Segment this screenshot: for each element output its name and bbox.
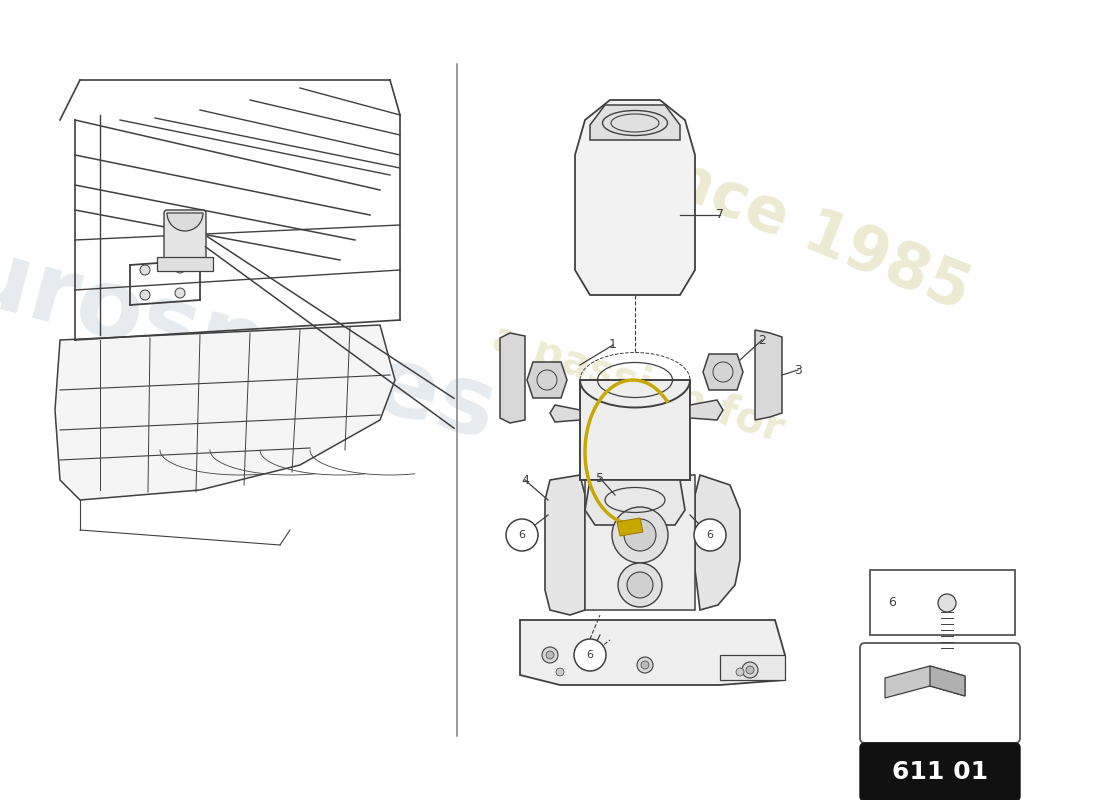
Polygon shape [585, 475, 695, 610]
Circle shape [506, 519, 538, 551]
Circle shape [641, 661, 649, 669]
Circle shape [694, 519, 726, 551]
Circle shape [736, 668, 744, 676]
Circle shape [746, 666, 754, 674]
Polygon shape [690, 400, 723, 420]
Text: 6: 6 [706, 530, 714, 540]
Polygon shape [520, 620, 785, 685]
Circle shape [542, 647, 558, 663]
Text: 2: 2 [758, 334, 766, 346]
Text: eurospares: eurospares [0, 211, 507, 461]
FancyBboxPatch shape [870, 570, 1015, 635]
Polygon shape [617, 518, 643, 536]
Text: 7: 7 [716, 209, 724, 222]
Polygon shape [527, 362, 566, 398]
Circle shape [175, 288, 185, 298]
Circle shape [637, 657, 653, 673]
Text: a passion for: a passion for [487, 317, 789, 451]
Circle shape [618, 563, 662, 607]
Polygon shape [544, 475, 585, 615]
Circle shape [140, 290, 150, 300]
Text: 6: 6 [888, 597, 895, 610]
Circle shape [624, 519, 656, 551]
Circle shape [574, 639, 606, 671]
FancyBboxPatch shape [860, 743, 1020, 800]
Text: 5: 5 [596, 471, 604, 485]
Text: 4: 4 [521, 474, 529, 486]
Polygon shape [585, 480, 685, 525]
Polygon shape [755, 330, 782, 420]
Text: 6: 6 [518, 530, 526, 540]
Wedge shape [167, 213, 204, 231]
Circle shape [938, 594, 956, 612]
Circle shape [612, 507, 668, 563]
Polygon shape [575, 100, 695, 295]
Circle shape [742, 662, 758, 678]
Text: 6: 6 [586, 650, 594, 660]
Circle shape [175, 263, 185, 273]
Circle shape [140, 265, 150, 275]
Text: 611 01: 611 01 [892, 760, 988, 784]
Polygon shape [580, 380, 690, 480]
Polygon shape [550, 405, 580, 422]
Polygon shape [703, 354, 742, 390]
Text: 1: 1 [609, 338, 617, 351]
FancyBboxPatch shape [860, 643, 1020, 743]
Polygon shape [55, 325, 395, 500]
FancyBboxPatch shape [157, 257, 213, 271]
Polygon shape [720, 655, 785, 680]
Text: since 1985: since 1985 [605, 126, 979, 322]
Circle shape [546, 651, 554, 659]
Polygon shape [590, 105, 680, 140]
FancyBboxPatch shape [164, 210, 206, 260]
Polygon shape [500, 333, 525, 423]
Polygon shape [886, 666, 965, 698]
Polygon shape [695, 475, 740, 610]
Text: 3: 3 [794, 363, 802, 377]
Polygon shape [930, 666, 965, 696]
Circle shape [556, 668, 564, 676]
Circle shape [627, 572, 653, 598]
